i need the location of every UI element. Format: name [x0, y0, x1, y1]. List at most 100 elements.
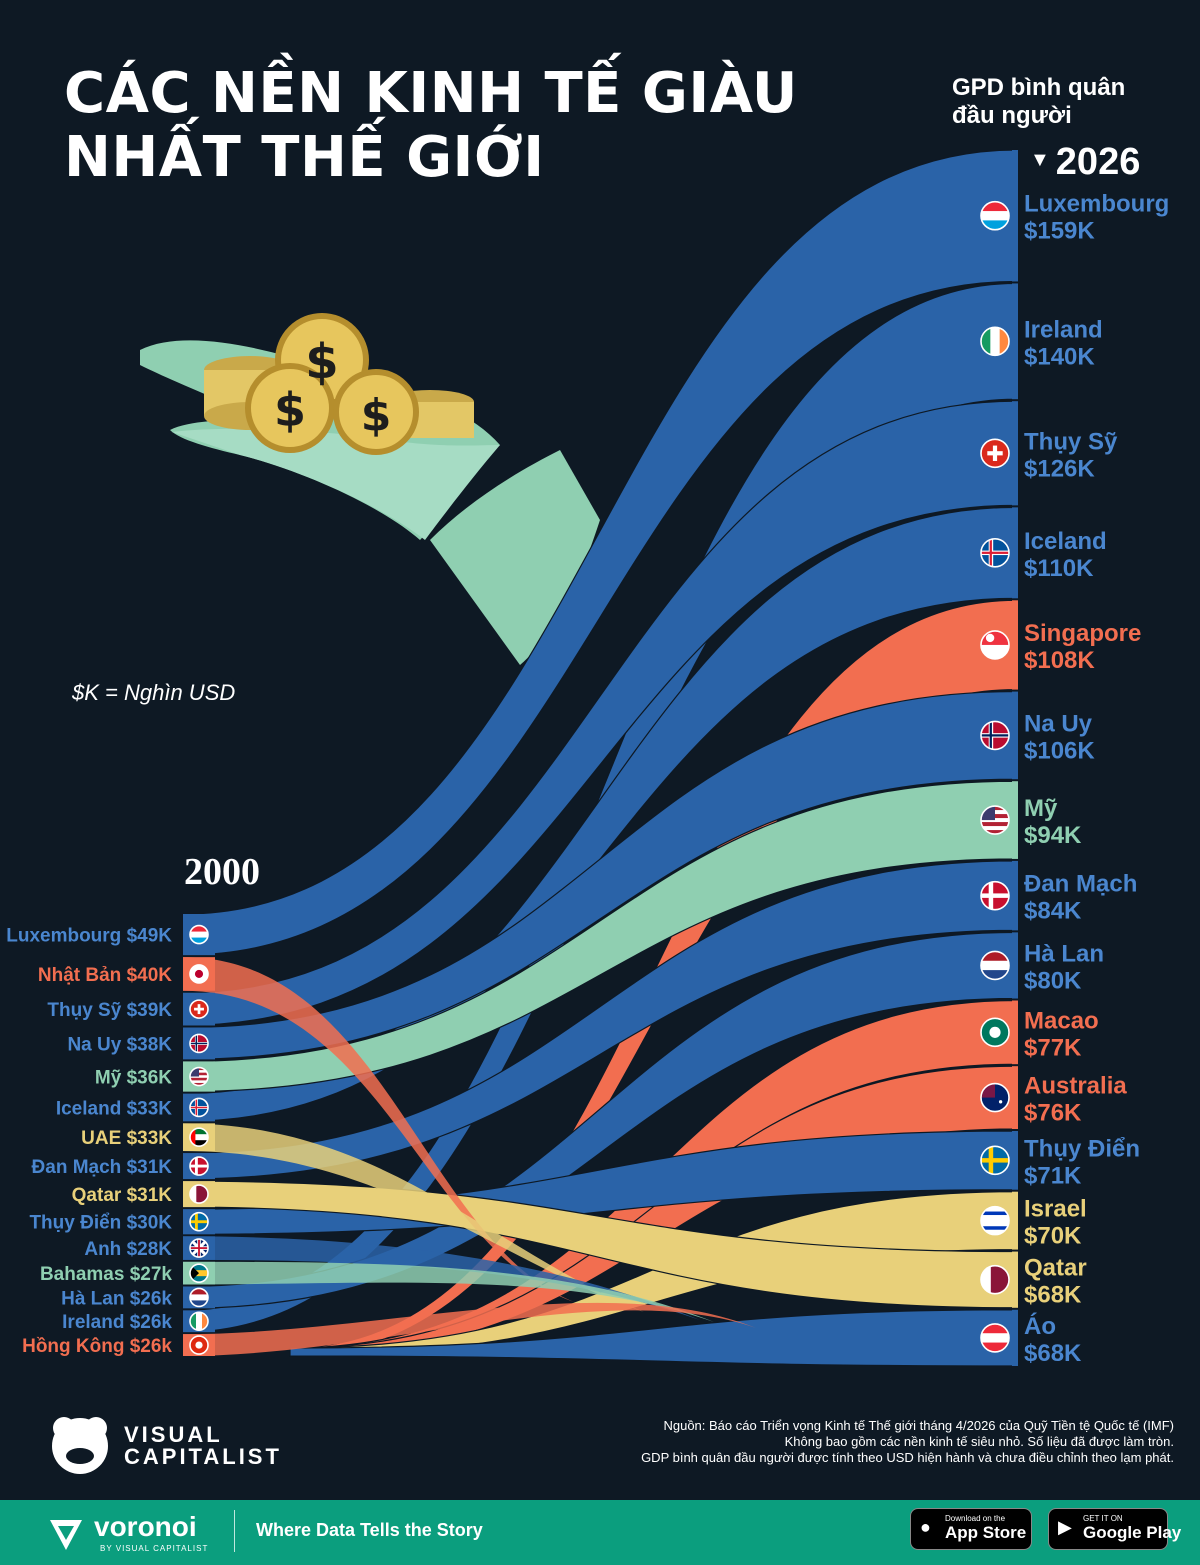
right-label-name-iceland: Iceland: [1024, 528, 1107, 555]
svg-text:$: $: [305, 334, 338, 390]
left-label-nhat-ban: Nhật Bản $40K: [38, 965, 172, 986]
right-label-value-israel: $70K: [1024, 1223, 1082, 1250]
voronoi-logo[interactable]: voronoi BY VISUAL CAPITALIST: [46, 1510, 226, 1556]
voronoi-icon: [50, 1520, 82, 1550]
norway-flag-icon: [980, 720, 1010, 751]
app-store-button[interactable]: ● Download on the App Store: [910, 1508, 1032, 1550]
qatar-flag-icon: [980, 1264, 1010, 1295]
sweden-flag-icon: [189, 1211, 209, 1232]
right-bar-my: [1012, 781, 1018, 859]
right-label-name-singapore: Singapore: [1024, 620, 1141, 647]
left-label-thuy-sy: Thụy Sỹ $39K: [47, 1000, 172, 1021]
left-label-anh: Anh $28K: [84, 1239, 172, 1260]
luxembourg-flag-icon: [980, 200, 1010, 231]
start-year-label: 2000: [184, 851, 260, 893]
austria-flag-icon: [980, 1323, 1010, 1353]
right-bar-qatar: [1012, 1251, 1018, 1308]
australia-flag-icon: [980, 1082, 1010, 1113]
right-label-value-ha-lan: $80K: [1024, 967, 1082, 994]
page-title-line-1: CÁC NỀN KINH TẾ GIÀU: [64, 61, 798, 126]
right-bar-ao: [1012, 1309, 1018, 1366]
left-label-ha-lan: Hà Lan $26k: [61, 1288, 172, 1309]
right-bar-israel: [1012, 1191, 1018, 1250]
right-bar-na-uy: [1012, 691, 1018, 780]
uk-flag-icon: [189, 1238, 209, 1258]
switzerland-flag-icon: [189, 999, 209, 1019]
ireland-flag-icon: [189, 1311, 209, 1332]
metric-label-line-1: GPD bình quân: [952, 74, 1126, 101]
triangle-down-icon: ▼: [1030, 149, 1050, 171]
right-label-name-australia: Australia: [1024, 1073, 1127, 1100]
ribbon-exit-bahamas: [183, 1261, 714, 1322]
right-value-bars: [1012, 150, 1018, 1366]
page-title-line-2: NHẤT THẾ GIỚI: [64, 125, 545, 190]
source-note: Nguồn: Báo cáo Triển vọng Kinh tế Thế gi…: [454, 1418, 1174, 1466]
bahamas-flag-icon: [189, 1263, 209, 1283]
right-label-value-thuy-dien: $71K: [1024, 1162, 1082, 1189]
voronoi-name: voronoi: [94, 1511, 197, 1542]
svg-text:$: $: [361, 390, 392, 441]
sweden-flag-icon: [980, 1145, 1010, 1176]
footer-bar: voronoi BY VISUAL CAPITALIST Where Data …: [0, 1500, 1200, 1565]
right-label-value-na-uy: $106K: [1024, 737, 1095, 764]
left-label-luxembourg: Luxembourg $49K: [6, 926, 172, 947]
right-label-name-my: Mỹ: [1024, 795, 1058, 822]
right-label-value-iceland: $110K: [1024, 555, 1094, 582]
app-store-small-text: Download on the: [945, 1514, 1006, 1523]
google-play-button[interactable]: ▶ GET IT ON Google Play: [1048, 1508, 1181, 1550]
ribbon-exit-nhat-ban: [183, 957, 574, 1302]
right-label-name-macao: Macao: [1024, 1007, 1099, 1034]
right-bar-thuy-sy: [1012, 401, 1018, 506]
source-line-1: Nguồn: Báo cáo Triển vọng Kinh tế Thế gi…: [663, 1418, 1174, 1433]
left-label-iceland: Iceland $33K: [56, 1098, 172, 1119]
left-label-na-uy: Na Uy $38K: [67, 1034, 172, 1055]
right-bar-thuy-dien: [1012, 1130, 1018, 1190]
macao-flag-icon: [980, 1017, 1010, 1048]
metric-label: GPD bình quân đầu người: [952, 74, 1125, 130]
left-label-my: Mỹ $36K: [95, 1068, 172, 1089]
right-bar-dan-mach: [1012, 860, 1018, 931]
netherlands-flag-icon: [189, 1287, 209, 1308]
left-label-thuy-dien: Thụy Điển $30K: [29, 1213, 172, 1234]
page-title: CÁC NỀN KINH TẾ GIÀU NHẤT THẾ GIỚI: [64, 62, 798, 190]
tagline: Where Data Tells the Story: [256, 1520, 483, 1540]
uae-flag-icon: [189, 1127, 209, 1147]
google-play-icon: ▶: [1058, 1517, 1072, 1537]
apple-icon: ●: [920, 1517, 931, 1537]
right-bar-macao: [1012, 1000, 1018, 1065]
right-label-value-dan-mach: $84K: [1024, 898, 1082, 925]
google-play-small-text: GET IT ON: [1083, 1514, 1123, 1523]
svg-text:$: $: [274, 383, 306, 437]
right-label-name-israel: Israel: [1024, 1196, 1087, 1223]
metric-label-line-2: đầu người: [952, 102, 1072, 129]
right-label-value-singapore: $108K: [1024, 647, 1095, 674]
right-label-value-ireland: $140K: [1024, 343, 1095, 370]
flag-markers: [189, 200, 1010, 1355]
left-label-ireland: Ireland $26k: [62, 1312, 172, 1333]
voronoi-subtitle: BY VISUAL CAPITALIST: [100, 1544, 209, 1553]
vc-logo-line-2: CAPITALIST: [124, 1444, 282, 1469]
source-line-3: GDP bình quân đầu người được tính theo U…: [641, 1450, 1174, 1465]
right-label-name-thuy-dien: Thụy Điển: [1024, 1135, 1140, 1162]
footer-divider: [234, 1510, 235, 1552]
hongkong-flag-icon: [189, 1335, 209, 1355]
singapore-flag-icon: [980, 630, 1010, 660]
visual-capitalist-logo: VISUAL CAPITALIST: [44, 1414, 294, 1476]
right-label-value-luxembourg: $159K: [1024, 218, 1095, 245]
right-label-name-thuy-sy: Thụy Sỹ: [1024, 428, 1118, 455]
right-label-name-ireland: Ireland: [1024, 316, 1103, 343]
right-bar-luxembourg: [1012, 150, 1018, 282]
right-bar-singapore: [1012, 600, 1018, 690]
iceland-flag-icon: [189, 1097, 209, 1118]
usa-flag-icon: [980, 805, 1010, 835]
israel-flag-icon: [980, 1205, 1010, 1236]
right-label-value-macao: $77K: [1024, 1034, 1082, 1061]
iceland-flag-icon: [980, 538, 1010, 568]
right-label-value-qatar: $68K: [1024, 1282, 1082, 1309]
end-year-text: 2026: [1055, 141, 1141, 183]
ribbon-exit-hong-kong: [183, 1302, 756, 1356]
right-label-name-ao: Áo: [1024, 1312, 1056, 1340]
right-label-name-dan-mach: Đan Mạch: [1024, 871, 1137, 898]
right-bar-ireland: [1012, 283, 1018, 400]
